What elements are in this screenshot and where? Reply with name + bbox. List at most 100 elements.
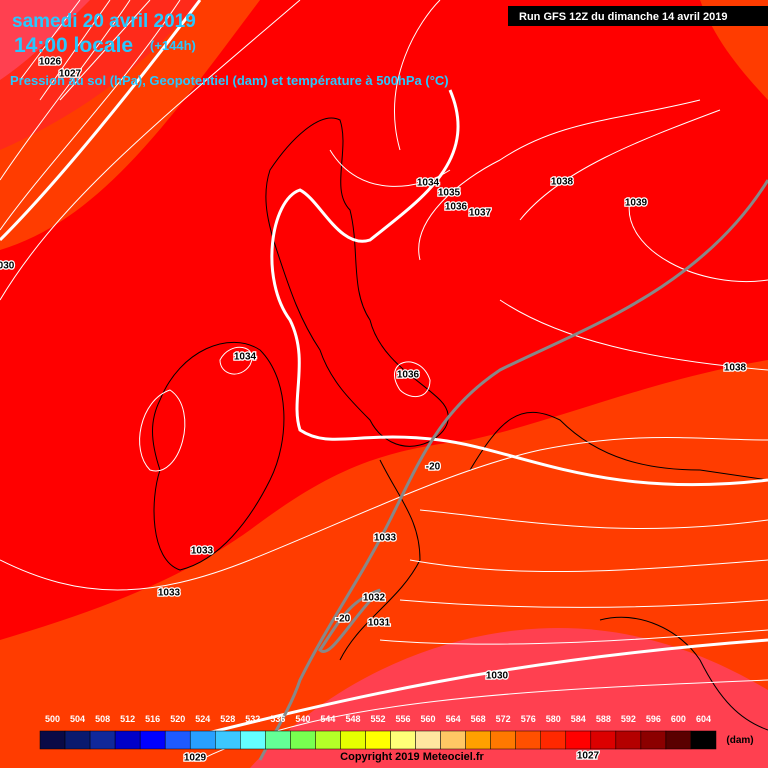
forecast-date: samedi 20 avril 2019	[12, 11, 196, 32]
isobar	[419, 509, 768, 530]
legend-swatch	[64, 730, 91, 750]
legend-value: 532	[245, 714, 260, 724]
legend-swatch	[465, 730, 491, 750]
geopotential-zone	[0, 0, 90, 80]
geopotential-line	[179, 638, 768, 742]
isotherm	[258, 179, 768, 761]
legend-swatch	[164, 730, 191, 750]
isobar-label: 1036	[397, 370, 420, 381]
isobar-label: 1034	[234, 352, 257, 363]
legend-swatch	[315, 730, 341, 750]
temperature-label: -20	[336, 614, 351, 625]
forecast-lead: (+144h)	[150, 38, 196, 53]
legend-value: 592	[621, 714, 636, 724]
isotherm	[318, 588, 382, 654]
legend-value: 572	[496, 714, 511, 724]
legend-value: 564	[446, 714, 461, 724]
isobar-label: 1027	[59, 69, 82, 80]
legend-value: 568	[471, 714, 486, 724]
legend-swatch	[240, 730, 266, 750]
isobar	[0, 0, 301, 301]
isobar-label: 1039	[625, 198, 648, 209]
legend-value: 576	[521, 714, 536, 724]
isobar	[0, 0, 131, 181]
legend-swatch	[490, 730, 516, 750]
legend-value: 596	[646, 714, 661, 724]
isobar	[139, 389, 186, 472]
isobar-label: 1030	[486, 671, 509, 682]
isobar-label: 1033	[191, 546, 214, 557]
legend-swatch	[390, 730, 416, 750]
legend-value: 552	[370, 714, 385, 724]
run-box	[508, 6, 768, 26]
legend-swatch	[114, 730, 141, 750]
run-info: Run GFS 12Z du dimanche 14 avril 2019	[519, 11, 727, 23]
legend-swatch	[690, 730, 717, 750]
legend-swatch	[39, 730, 66, 750]
legend-swatch	[340, 730, 366, 750]
isobar-label: 1034	[417, 178, 440, 189]
isobar	[394, 361, 431, 398]
legend-value: 544	[320, 714, 335, 724]
legend-value: 604	[696, 714, 711, 724]
legend-value: 508	[95, 714, 110, 724]
legend-swatch	[515, 730, 541, 750]
legend-value: 588	[596, 714, 611, 724]
legend-unit: (dam)	[726, 735, 753, 746]
isobar	[519, 109, 721, 221]
legend-value: 524	[195, 714, 210, 724]
isobar	[379, 629, 768, 645]
isobar-labels: 1026 1027 030 1034 1035 1036 1037 1038 1…	[0, 55, 748, 765]
legend-value: 600	[671, 714, 686, 724]
legend-value: 548	[345, 714, 360, 724]
isobar-label: 1032	[363, 593, 386, 604]
legend-value: 504	[70, 714, 85, 724]
legend-swatch	[615, 730, 642, 750]
legend-value: 584	[571, 714, 586, 724]
isobar-label: 1033	[374, 533, 397, 544]
legend-swatch	[565, 730, 592, 750]
geopotential-line	[0, 0, 202, 242]
legend-swatch	[415, 730, 441, 750]
isobar-label: 1026	[39, 57, 62, 68]
subtitle: Pression au sol (hPa), Geopotentiel (dam…	[10, 73, 449, 88]
isobar	[0, 0, 181, 231]
copyright: Copyright 2019 Meteociel.fr	[340, 751, 484, 763]
legend-value: 536	[270, 714, 285, 724]
isobar-label: 1033	[158, 588, 181, 599]
isobar-label: 1027	[577, 751, 600, 762]
legend-swatch	[189, 730, 216, 750]
isobar-label: 1038	[551, 177, 574, 188]
legend-swatch	[440, 730, 466, 750]
isobar	[19, 0, 151, 101]
legend-swatch	[215, 730, 241, 750]
legend-swatch	[640, 730, 667, 750]
isobar-label: 1038	[724, 363, 747, 374]
isobar	[418, 99, 701, 261]
coastline	[265, 117, 449, 447]
isobar-label: 030	[0, 261, 15, 272]
isobar-label: 1031	[368, 618, 391, 629]
isobar	[499, 299, 768, 371]
legend-swatch	[290, 730, 316, 750]
forecast-time: 14:00 locale	[14, 34, 133, 57]
geopotential-line	[270, 89, 768, 487]
isobar	[219, 346, 253, 375]
legend-value: 560	[421, 714, 436, 724]
legend-value: 540	[295, 714, 310, 724]
isobar-label: 1036	[445, 202, 468, 213]
legend-swatch	[139, 730, 166, 750]
geopotential-zone	[0, 0, 768, 640]
legend-value: 516	[145, 714, 160, 724]
isobar	[394, 0, 441, 151]
legend-swatch	[89, 730, 116, 750]
isobar-label: 1035	[438, 188, 461, 199]
coastline	[469, 411, 768, 481]
coastline	[339, 459, 421, 661]
legend: 500 504 508 512 516 520 524 528 532 536 540 544 548 5…	[39, 714, 717, 750]
legend-swatch	[265, 730, 291, 750]
isobar	[0, 437, 768, 591]
isobar-label: 1029	[184, 753, 207, 764]
